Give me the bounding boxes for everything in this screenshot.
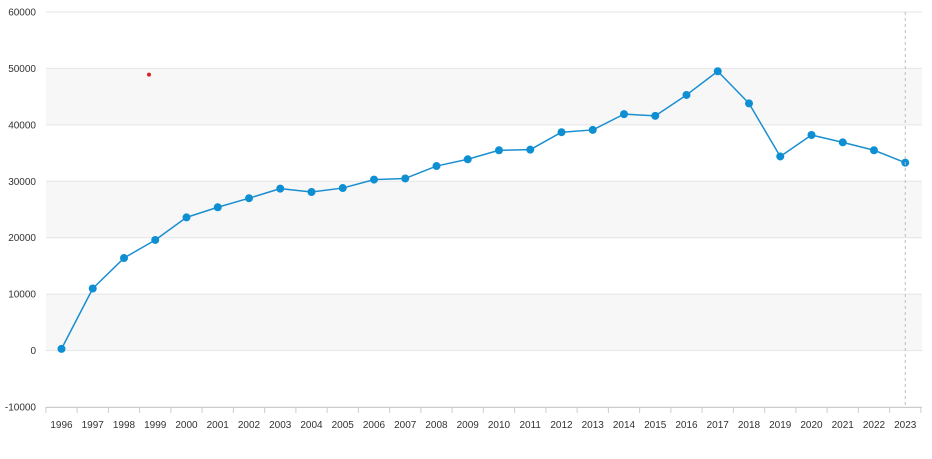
x-tick-label: 2018: [738, 420, 761, 431]
data-point[interactable]: [401, 174, 410, 183]
y-tick-label: 40000: [8, 120, 36, 131]
x-tick-label: 2013: [582, 420, 605, 431]
plot-band: [46, 181, 922, 238]
data-point[interactable]: [338, 184, 347, 193]
y-tick-label: 20000: [8, 233, 36, 244]
x-tick-label: 2021: [832, 420, 855, 431]
data-point[interactable]: [870, 146, 878, 155]
data-point[interactable]: [526, 145, 535, 154]
y-tick-label: -10000: [5, 403, 37, 414]
x-tick-label: 2012: [550, 420, 573, 431]
x-tick-label: 1998: [113, 420, 136, 431]
y-tick-label: 30000: [8, 177, 36, 188]
plot-band: [46, 68, 922, 125]
data-point[interactable]: [557, 128, 566, 137]
x-tick-label: 1996: [50, 420, 73, 431]
x-tick-label: 2004: [300, 420, 323, 431]
x-tick-label: 2000: [175, 420, 198, 431]
data-point[interactable]: [213, 203, 222, 212]
x-tick-label: 2023: [894, 420, 917, 431]
data-point[interactable]: [745, 99, 753, 108]
data-point[interactable]: [620, 110, 628, 119]
data-point[interactable]: [713, 67, 722, 76]
y-tick-label: 10000: [8, 290, 36, 301]
x-tick-label: 2022: [863, 420, 886, 431]
series-layer: [57, 67, 910, 353]
data-point[interactable]: [245, 194, 253, 203]
extras-layer: [147, 12, 906, 407]
data-point[interactable]: [120, 254, 128, 263]
data-point[interactable]: [88, 284, 97, 293]
data-point[interactable]: [432, 162, 441, 171]
x-tick-label: 2015: [644, 420, 667, 431]
x-tick-label: 2009: [457, 420, 480, 431]
plot-band: [46, 294, 922, 351]
x-tick-label: 2007: [394, 420, 417, 431]
x-tick-label: 2010: [488, 420, 511, 431]
series-line: [60, 70, 906, 350]
data-point[interactable]: [182, 213, 191, 222]
x-tick-label: 2003: [269, 420, 292, 431]
data-point[interactable]: [495, 146, 503, 155]
data-point[interactable]: [682, 90, 691, 99]
y-tick-label: 50000: [8, 64, 36, 75]
data-point[interactable]: [838, 138, 847, 147]
stray-marker: [147, 72, 151, 77]
data-point[interactable]: [276, 184, 285, 193]
data-point[interactable]: [463, 155, 472, 164]
data-point[interactable]: [151, 235, 160, 244]
data-point[interactable]: [370, 175, 378, 184]
x-tick-label: 1999: [144, 420, 167, 431]
x-tick-label: 2020: [800, 420, 823, 431]
x-tick-label: 2005: [332, 420, 355, 431]
x-tick-label: 2006: [363, 420, 386, 431]
data-point[interactable]: [57, 344, 66, 353]
x-tick-label: 2017: [707, 420, 730, 431]
data-point[interactable]: [651, 111, 660, 120]
x-tick-label: 2014: [613, 420, 636, 431]
data-point[interactable]: [307, 188, 316, 197]
data-point[interactable]: [588, 125, 597, 134]
x-tick-label: 2002: [238, 420, 261, 431]
y-tick-label: 0: [30, 346, 36, 357]
x-tick-label: 2001: [207, 420, 230, 431]
grid-lines: [46, 11, 922, 408]
y-axis: -10000 0 10000 20000 30000 40000 50000 60000: [5, 8, 37, 414]
x-axis: 1996 1997 1998 1999 2000 2001 2002 2003 2004 2005…: [45, 407, 922, 431]
x-tick-label: 1997: [82, 420, 105, 431]
x-tick-label: 2016: [675, 420, 698, 431]
x-tick-label: 2008: [425, 420, 448, 431]
x-tick-label: 2019: [769, 420, 792, 431]
x-tick-label: 2011: [519, 420, 541, 431]
data-point[interactable]: [807, 131, 816, 140]
y-tick-label: 60000: [8, 8, 36, 19]
data-point[interactable]: [776, 152, 785, 161]
plot-bands: [46, 68, 922, 351]
